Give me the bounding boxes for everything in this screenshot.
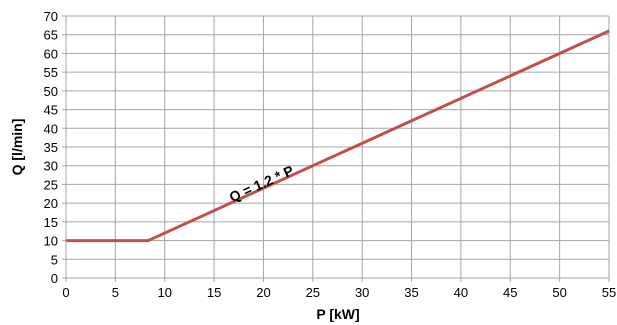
y-tick-label: 50 [44, 84, 58, 99]
y-tick-label: 35 [44, 140, 58, 155]
x-tick-label: 15 [207, 285, 221, 300]
y-tick-label: 5 [51, 252, 58, 267]
x-tick-label: 35 [404, 285, 418, 300]
x-axis-title: P [kW] [316, 306, 359, 322]
y-tick-label: 60 [44, 46, 58, 61]
x-tick-label: 10 [157, 285, 171, 300]
line-annotation: Q = 1.2 * P [227, 162, 296, 205]
y-tick-label: 25 [44, 177, 58, 192]
x-tick-label: 25 [306, 285, 320, 300]
grid [62, 15, 610, 282]
x-tick-label: 40 [454, 285, 468, 300]
y-tick-label: 0 [51, 271, 58, 286]
y-axis-ticks: 0 5 10 15 20 25 30 35 40 45 50 55 60 65 70 [44, 9, 58, 286]
y-tick-label: 55 [44, 65, 58, 80]
y-tick-label: 40 [44, 121, 58, 136]
x-tick-label: 50 [552, 285, 566, 300]
y-tick-label: 30 [44, 159, 58, 174]
x-tick-label: 55 [602, 285, 616, 300]
y-tick-label: 15 [44, 215, 58, 230]
y-tick-label: 45 [44, 103, 58, 118]
x-tick-label: 5 [112, 285, 119, 300]
y-tick-label: 65 [44, 28, 58, 43]
x-tick-label: 0 [62, 285, 69, 300]
x-tick-label: 45 [503, 285, 517, 300]
series [66, 29, 610, 243]
x-tick-label: 20 [256, 285, 270, 300]
x-axis-ticks: 0 5 10 15 20 25 30 35 40 45 50 55 [62, 285, 616, 300]
y-tick-label: 70 [44, 9, 58, 24]
y-tick-label: 10 [44, 234, 58, 249]
x-tick-label: 30 [355, 285, 369, 300]
series-line [66, 29, 610, 243]
y-axis-title: Q [l/min] [9, 119, 25, 176]
annotations: Q = 1.2 * P [227, 162, 296, 205]
y-tick-label: 20 [44, 196, 58, 211]
